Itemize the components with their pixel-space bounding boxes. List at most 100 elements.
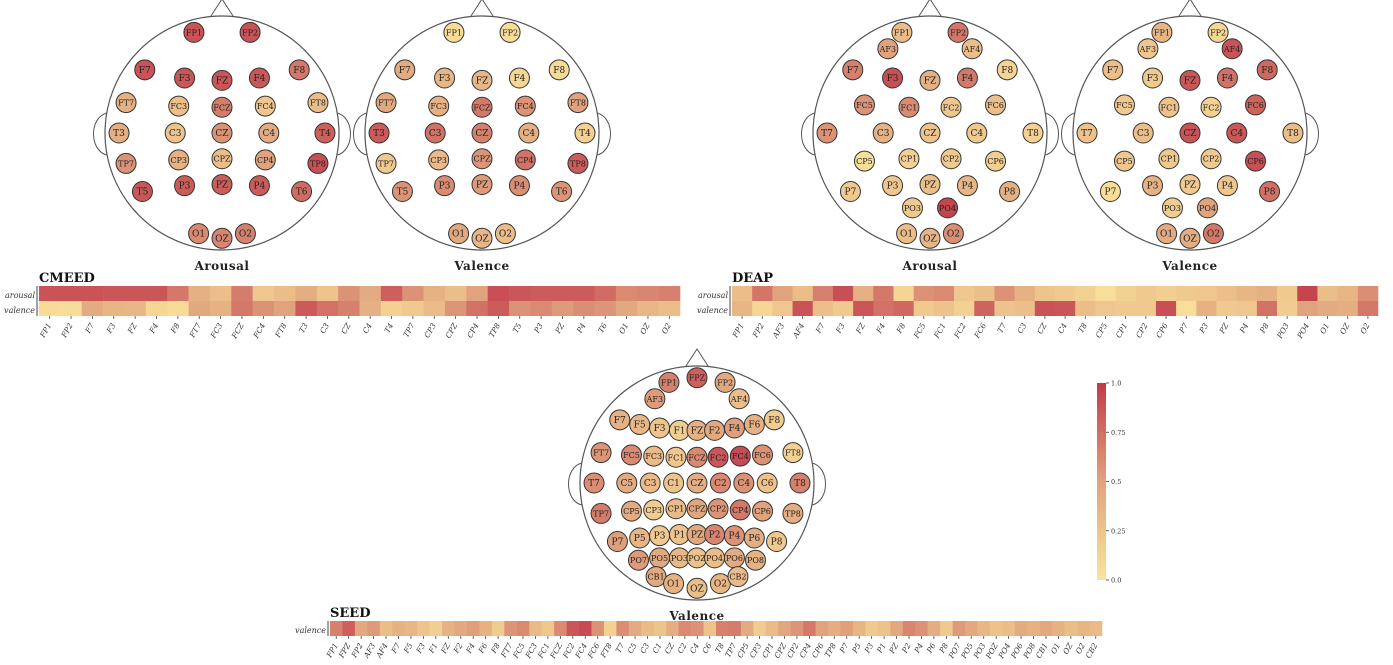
electrode-label: T8 — [794, 479, 806, 489]
electrode-label: FC6 — [754, 451, 771, 460]
electrode-p1: P1 — [668, 523, 690, 545]
electrode-po4: PO4 — [937, 197, 959, 219]
electrode-label: PO4 — [1199, 204, 1216, 213]
electrode-label: O2 — [239, 230, 252, 240]
electrode-label: PZ — [476, 180, 488, 190]
x-tick-label-fc6: FC6 — [585, 641, 601, 660]
electrode-label: P8 — [1004, 188, 1016, 198]
electrode-f3: F3 — [174, 67, 196, 89]
electrode-label: CZ — [1183, 129, 1196, 139]
electrode-label: FC3 — [430, 102, 447, 111]
heatmap-cell-valence-t4 — [380, 301, 403, 316]
electrode-label: TP7 — [378, 159, 394, 168]
electrode-label: CZ — [475, 129, 488, 139]
electrode-t7: T7 — [816, 122, 838, 144]
electrode-marker — [258, 122, 280, 144]
heatmap-cell-valence-p4 — [1236, 301, 1258, 316]
electrode-af4: AF4 — [1221, 38, 1243, 60]
colorbar-tick-label: 0.75 — [1111, 429, 1125, 437]
electrode-label: F4 — [728, 424, 740, 434]
heatmap-cell-arousal-p3 — [1196, 286, 1217, 301]
electrode-marker — [961, 38, 983, 60]
electrode-label: TP7 — [593, 509, 609, 518]
electrode-label: CP5 — [856, 157, 873, 166]
electrode-label: FC6 — [987, 101, 1004, 110]
heatmap-cell-valence-f8 — [491, 621, 505, 636]
x-tick-label-fz: FZ — [853, 321, 867, 336]
row-label-arousal: arousal — [5, 291, 35, 300]
electrode-po4: PO4 — [704, 547, 726, 569]
electrode-label: CP2 — [943, 155, 960, 164]
electrode-label: PO8 — [747, 556, 764, 565]
left-ear-shape — [353, 112, 368, 156]
electrode-o2: O2 — [709, 573, 731, 595]
electrode-label: C5 — [620, 479, 633, 489]
heatmap-cell-valence-fc5 — [913, 301, 935, 316]
dataset-title: DEAP — [732, 271, 773, 286]
electrode-fc4: FC4 — [514, 95, 536, 117]
electrode-af4: AF4 — [961, 38, 983, 60]
heatmap-cell-valence-fc2 — [566, 621, 580, 636]
heatmap-cell-valence-c1 — [653, 621, 667, 636]
x-tick-label-p5: P5 — [850, 641, 863, 655]
electrode-marker — [567, 92, 589, 114]
electrode-cp6: CP6 — [1245, 150, 1267, 172]
electrode-marker — [1113, 150, 1135, 172]
electrode-label: FZ — [691, 426, 704, 436]
heatmap-cell-valence-f7 — [81, 301, 104, 316]
x-tick-label-t8: T8 — [713, 641, 726, 654]
electrode-fp1: FP1 — [183, 21, 205, 43]
x-tick-label-c1: C1 — [651, 642, 664, 656]
electrode-marker — [574, 122, 596, 144]
electrode-marker — [901, 197, 923, 219]
x-tick-label-fp1: FP1 — [38, 322, 54, 340]
x-tick-label-f3: F3 — [104, 321, 117, 335]
heatmap-cell-valence-ft7 — [504, 621, 518, 636]
heatmap-cell-arousal-p8 — [1256, 286, 1278, 301]
electrode-label: F3 — [1147, 74, 1159, 84]
electrode-marker — [942, 223, 964, 245]
heatmap-cell-valence-fz — [442, 621, 455, 636]
x-tick-label-fz: FZ — [125, 321, 139, 336]
electrode-label: O2 — [714, 580, 727, 590]
heatmap-cell-valence-oz — [637, 301, 659, 316]
electrode-f8: F8 — [548, 59, 570, 81]
heatmap-cell-valence-c3 — [1014, 301, 1036, 316]
electrode-f6: F6 — [743, 414, 765, 435]
electrode-tp7: TP7 — [375, 152, 397, 174]
x-tick-label-cp4: CP4 — [465, 321, 481, 339]
electrode-marker — [1158, 148, 1180, 170]
electrode-marker — [882, 67, 904, 89]
electrode-label: FC2 — [710, 453, 727, 462]
electrode-marker — [628, 549, 649, 571]
seed-valence-topomap: FP1 FPZ FP2 AF3 AF4 F7 F5 F3 F1 FZ F2 F4 F6 F8 FT7 FC5 F… — [568, 348, 826, 623]
heatmap-cell-arousal-fp2 — [752, 286, 773, 301]
x-tick-label-o2: O2 — [1358, 321, 1371, 335]
electrode-marker — [168, 95, 190, 117]
electrode-marker — [1102, 59, 1124, 81]
heatmap-cell-valence-o2 — [1077, 621, 1090, 636]
electrode-label: FC2 — [1203, 103, 1220, 112]
electrode-marker — [1142, 67, 1164, 89]
electrode-label: P3 — [179, 182, 191, 192]
electrode-marker — [434, 175, 456, 197]
electrode-marker — [494, 223, 516, 245]
electrode-label: P3 — [1147, 182, 1159, 192]
electrode-label: C4 — [262, 129, 275, 139]
electrode-label: TP7 — [118, 159, 134, 168]
heatmap-cell-arousal-cp5 — [1095, 286, 1116, 301]
heatmap-cell-valence-ft8 — [274, 301, 296, 316]
electrode-label: FP2 — [502, 28, 518, 37]
electrode-marker — [919, 173, 941, 195]
electrode-fpz: FPZ — [686, 367, 708, 389]
heatmap-cell-arousal-fp1 — [732, 286, 753, 301]
electrode-pz: PZ — [1179, 173, 1201, 195]
electrode-marker — [211, 122, 233, 144]
electrode-f4: F4 — [248, 67, 270, 89]
electrode-p7: P7 — [606, 531, 628, 552]
electrode-marker — [728, 388, 750, 410]
x-tick-label-c3: C3 — [638, 641, 651, 655]
x-tick-label-cp5: CP5 — [735, 641, 751, 659]
colorbar-tick-label: 0.0 — [1111, 577, 1121, 585]
electrode-tp7: TP7 — [590, 502, 612, 524]
